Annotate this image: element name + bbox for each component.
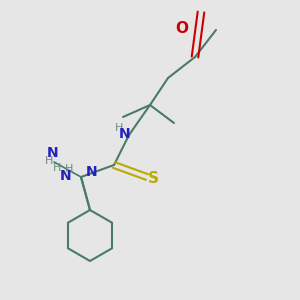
Text: N: N <box>47 146 58 160</box>
Text: O: O <box>175 21 188 36</box>
Text: S: S <box>148 171 159 186</box>
Text: H: H <box>65 164 73 174</box>
Text: H: H <box>115 123 124 134</box>
Text: N: N <box>60 169 72 183</box>
Text: H: H <box>53 163 61 173</box>
Text: N: N <box>119 128 130 141</box>
Text: H: H <box>45 155 54 166</box>
Text: N: N <box>86 166 97 179</box>
